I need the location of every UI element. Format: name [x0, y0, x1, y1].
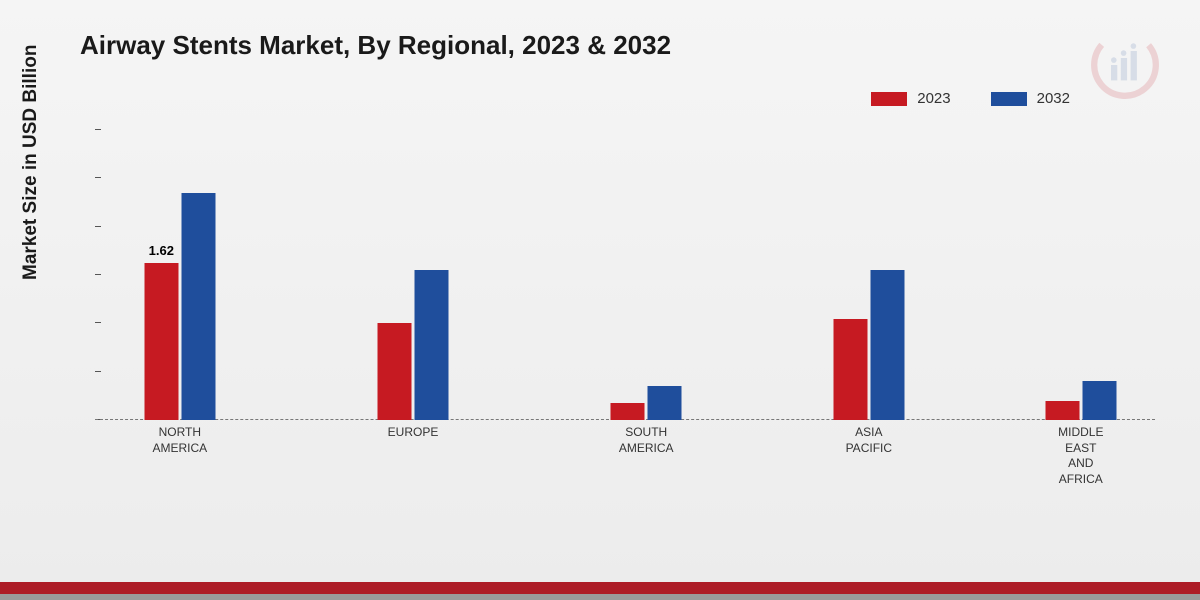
brand-logo-icon [1090, 30, 1160, 100]
bar-2023 [1045, 401, 1079, 420]
footer-grey-stripe [0, 594, 1200, 600]
bar-group [378, 270, 449, 420]
bar-2032 [1082, 381, 1116, 420]
y-axis-label: Market Size in USD Billion [20, 45, 42, 280]
y-tick [95, 322, 101, 323]
y-tick [95, 177, 101, 178]
legend-swatch-2032 [991, 92, 1027, 106]
category-labels: NORTH AMERICA EUROPE SOUTH AMERICA ASIA PAC… [95, 425, 1155, 505]
bar-2023 [833, 319, 867, 421]
bar-2032 [648, 386, 682, 420]
chart-title: Airway Stents Market, By Regional, 2023 … [80, 30, 671, 61]
legend: 2023 2032 [871, 90, 1070, 107]
legend-item-2023: 2023 [871, 90, 950, 107]
y-axis-ticks [95, 130, 101, 420]
bar-2032 [870, 270, 904, 420]
category-label: ASIA PACIFIC [846, 425, 892, 456]
bar-group [833, 270, 904, 420]
y-tick [95, 226, 101, 227]
y-tick [95, 274, 101, 275]
chart-plot-area: 1.62 [95, 130, 1155, 420]
legend-label-2032: 2032 [1037, 90, 1070, 107]
bar-2023 [378, 323, 412, 420]
category-label: SOUTH AMERICA [619, 425, 674, 456]
footer-stripe [0, 582, 1200, 600]
bar-group [1045, 381, 1116, 420]
category-label: NORTH AMERICA [152, 425, 207, 456]
bar-2032 [181, 193, 215, 420]
legend-swatch-2023 [871, 92, 907, 106]
bar-2032 [415, 270, 449, 420]
bar-group: 1.62 [144, 193, 215, 420]
bar-2023: 1.62 [144, 263, 178, 420]
footer-red-stripe [0, 582, 1200, 594]
category-label: MIDDLE EAST AND AFRICA [1058, 425, 1103, 487]
bar-group [611, 386, 682, 420]
y-tick [95, 129, 101, 130]
y-tick [95, 371, 101, 372]
legend-item-2032: 2032 [991, 90, 1070, 107]
bar-2023 [611, 403, 645, 420]
bar-value-label: 1.62 [149, 243, 174, 258]
category-label: EUROPE [388, 425, 439, 441]
legend-label-2023: 2023 [917, 90, 950, 107]
